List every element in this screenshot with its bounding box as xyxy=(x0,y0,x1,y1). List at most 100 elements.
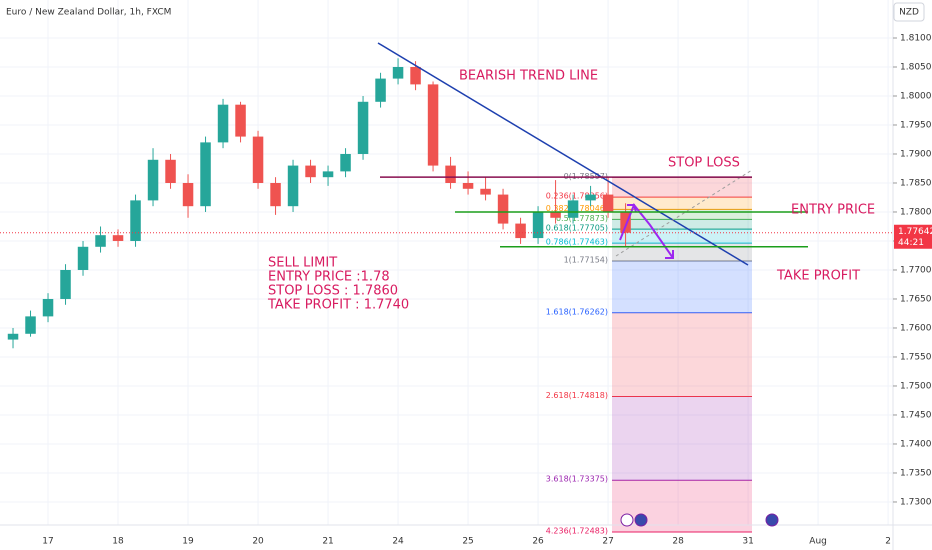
fib-label: 0.618(1.77705) xyxy=(546,224,608,233)
y-tick-label: 1.76500 xyxy=(900,294,932,304)
candle-body xyxy=(95,235,106,247)
x-tick-label: 24 xyxy=(392,537,404,547)
candle-body xyxy=(620,211,631,233)
candle-body xyxy=(550,211,561,218)
event-icon[interactable] xyxy=(620,513,634,527)
candle-body xyxy=(462,182,474,189)
candle-body xyxy=(60,269,71,299)
fib-label: 1(1.77154) xyxy=(564,256,608,265)
candle-body xyxy=(532,211,544,239)
x-tick-label: 21 xyxy=(322,537,333,547)
fib-zone xyxy=(612,261,752,313)
fib-label: 1.618(1.76262) xyxy=(546,307,608,316)
trend-label: BEARISH TREND LINE xyxy=(459,69,598,84)
y-tick-label: 1.79000 xyxy=(900,149,932,159)
event-icon[interactable] xyxy=(634,513,648,527)
last-price-label: 1.77642 xyxy=(898,227,932,237)
y-tick-label: 1.73000 xyxy=(900,497,932,507)
level-label: ENTRY PRICE xyxy=(791,203,875,218)
y-tick-label: 1.80000 xyxy=(900,91,932,101)
candle-body xyxy=(147,159,159,201)
x-tick-label: Aug xyxy=(809,537,827,547)
fib-label: 0.786(1.77463) xyxy=(546,238,608,247)
fib-zone xyxy=(612,396,752,481)
arrow-head xyxy=(627,204,637,213)
fib-zone xyxy=(612,219,752,230)
x-tick-label: 2 xyxy=(885,537,891,547)
fib-group: 0(1.78597)0.236(1.78256)0.382(1.78046)0.… xyxy=(0,0,893,535)
candle-body xyxy=(287,165,299,207)
candle-body xyxy=(515,223,526,239)
x-tick-label: 31 xyxy=(742,537,753,547)
candle-body xyxy=(200,142,211,207)
last-price-badge xyxy=(894,224,932,249)
candle-body xyxy=(357,101,369,154)
candle-body xyxy=(252,136,264,183)
y-tick-label: 1.75500 xyxy=(900,352,932,362)
candle-body xyxy=(375,78,386,102)
candle-body xyxy=(270,182,281,207)
note-line: SELL LIMIT xyxy=(268,256,337,271)
fib-label: 4.236(1.72483) xyxy=(546,526,608,535)
y-tick-label: 1.78500 xyxy=(900,178,932,188)
level-label: STOP LOSS xyxy=(668,156,740,171)
x-tick-label: 25 xyxy=(462,537,473,547)
fib-zone xyxy=(612,243,752,262)
fib-trend-line xyxy=(615,169,753,257)
y-tick-label: 1.74500 xyxy=(900,410,932,420)
fib-zone xyxy=(612,197,752,210)
y-tick-label: 1.81000 xyxy=(900,33,932,43)
fib-zone xyxy=(612,229,752,244)
candle-body xyxy=(585,194,596,201)
x-tick-label: 19 xyxy=(182,537,194,547)
candle-body xyxy=(217,104,229,143)
candle-body xyxy=(130,200,141,241)
y-tick-label: 1.74000 xyxy=(900,439,932,449)
fib-label: 0(1.78597) xyxy=(564,172,608,181)
currency-button[interactable] xyxy=(893,2,925,22)
x-tick-label: 26 xyxy=(532,537,544,547)
candle-body xyxy=(427,84,439,166)
candle-body xyxy=(480,188,491,195)
fib-label: 0.236(1.78256) xyxy=(546,192,608,201)
trend-line xyxy=(377,42,749,266)
candle-body xyxy=(7,333,19,340)
candle-body xyxy=(340,153,351,172)
candle-body xyxy=(392,66,404,79)
fib-label: 2.618(1.74818) xyxy=(546,391,608,400)
note-line: STOP LOSS : 1.7860 xyxy=(268,284,398,299)
countdown: 44:21 xyxy=(898,238,924,248)
x-tick-label: 28 xyxy=(672,537,684,547)
candle-body xyxy=(182,182,194,207)
candle-body xyxy=(445,165,456,183)
note-line: TAKE PROFIT : 1.7740 xyxy=(267,298,409,313)
y-tick-label: 1.75000 xyxy=(900,381,932,391)
y-tick-label: 1.77000 xyxy=(900,265,932,275)
x-tick-label: 18 xyxy=(112,537,124,547)
candle-body xyxy=(305,165,316,178)
x-tick-label: 27 xyxy=(602,537,613,547)
candle-body xyxy=(567,200,579,218)
candle-body xyxy=(112,235,124,241)
candle-body xyxy=(410,66,421,85)
candle-body xyxy=(497,194,509,224)
candle-body xyxy=(322,171,334,178)
y-tick-label: 1.78000 xyxy=(900,207,932,217)
event-icon[interactable] xyxy=(765,513,779,527)
y-tick-label: 1.73500 xyxy=(900,468,932,478)
fib-zone xyxy=(612,480,752,532)
candle-body xyxy=(235,104,246,137)
candle-body xyxy=(602,194,614,212)
level-label: TAKE PROFIT xyxy=(776,269,860,284)
x-tick-label: 17 xyxy=(42,537,53,547)
candle-body xyxy=(165,159,176,183)
arrow-head xyxy=(665,250,674,259)
fib-zone xyxy=(612,177,752,198)
y-tick-label: 1.76000 xyxy=(900,323,932,333)
candles xyxy=(7,58,631,349)
candle-body xyxy=(25,316,36,334)
currency[interactable]: NZD xyxy=(899,8,919,18)
note-line: ENTRY PRICE :1.78 xyxy=(268,270,390,285)
